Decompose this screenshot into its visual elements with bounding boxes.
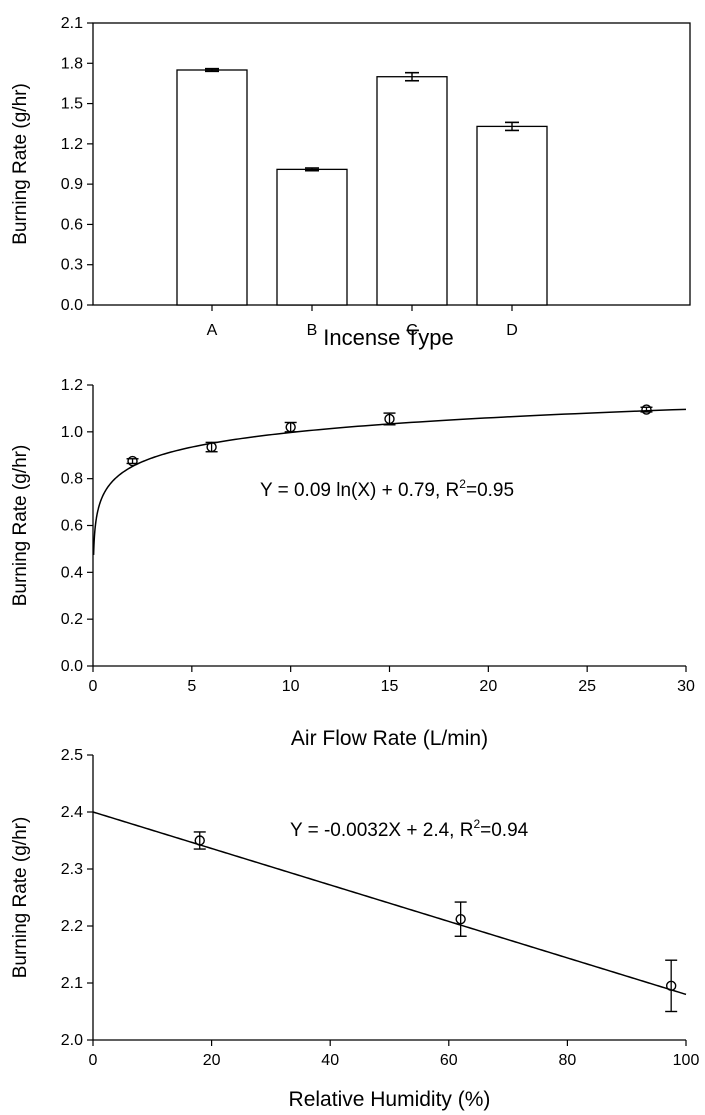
x-tick-label: D [506,322,518,339]
y-tick-label: 0.6 [61,518,83,535]
y-axis-label: Burning Rate (g/hr) [10,817,31,979]
fit-equation-tail: =0.95 [466,480,514,501]
x-tick-label: C [406,322,418,339]
x-tick-label: 20 [479,678,497,695]
y-tick-label: 1.2 [61,136,83,153]
data-point [665,980,677,992]
data-point [206,441,217,453]
x-tick-label: 25 [578,678,596,695]
y-tick-label: 2.3 [61,861,83,878]
panel-relative-humidity: 2.0 2.1 2.2 2.3 2.4 2.5 0 20 40 60 80 100 Y = -0.003… [10,747,699,1111]
bar [176,69,248,306]
x-axis-label: Incense Type [323,325,453,350]
y-axis-label: Burning Rate (g/hr) [10,83,31,245]
x-tick-label: 15 [381,678,399,695]
y-tick-label: 2.0 [61,1032,83,1049]
y-tick-label: 0.9 [61,176,83,193]
data-point [285,421,296,433]
x-tick-label: 10 [282,678,300,695]
fit-equation-main: Y = 0.09 ln(X) + 0.79, R [260,480,459,501]
y-tick-label: 0.0 [61,297,83,314]
x-tick-label: 0 [89,1052,98,1069]
fit-equation-main: Y = -0.0032X + 2.4, R [290,820,473,841]
x-tick-label: 40 [321,1052,339,1069]
y-tick-label: 0.3 [61,257,83,274]
y-tick-label: 0.4 [61,564,83,581]
data-point [455,913,466,925]
x-tick-label: B [307,322,318,339]
bar [276,168,348,306]
y-tick-label: 0.0 [61,658,83,675]
x-tick-label: 5 [187,678,196,695]
fit-equation: Y = 0.09 ln(X) + 0.79, R2=0.95 [260,477,514,501]
x-tick-label: 0 [89,678,98,695]
fit-equation-tail: =0.94 [480,820,529,841]
x-axis-label: Air Flow Rate (L/min) [291,727,488,750]
fit-line [92,811,687,996]
y-tick-label: 2.1 [61,975,83,992]
y-tick-label: 0.6 [61,216,83,233]
bar [376,76,448,306]
y-tick-label: 1.8 [61,55,83,72]
fit-equation-superscript: 2 [473,817,480,831]
y-tick-label: 2.4 [61,804,83,821]
panel-incense-type: 0.0 0.3 0.6 0.9 1.2 1.5 1.8 2.1 A B C D Incense Type… [10,15,691,350]
y-tick-label: 0.2 [61,611,83,628]
x-tick-label: 100 [673,1052,700,1069]
y-tick-label: 1.2 [61,377,83,394]
fit-line [92,408,687,555]
y-tick-label: 2.5 [61,747,83,764]
fit-equation: Y = -0.0032X + 2.4, R2=0.94 [290,817,529,841]
x-tick-label: A [207,322,218,339]
x-tick-label: 80 [559,1052,577,1069]
data-point [384,413,395,425]
x-tick-label: 20 [203,1052,221,1069]
panel-air-flow-rate: 0.0 0.2 0.4 0.6 0.8 1.0 1.2 0 5 10 15 20 25 30 Y = 0.0… [10,377,695,750]
y-tick-label: 1.5 [61,96,83,113]
x-tick-label: 30 [677,678,695,695]
data-point [127,455,138,467]
y-axis-label: Burning Rate (g/hr) [10,445,31,607]
bar [476,125,548,306]
fit-equation-superscript: 2 [459,477,466,491]
y-tick-label: 2.1 [61,15,83,32]
y-tick-label: 1.0 [61,424,83,441]
y-tick-label: 0.8 [61,471,83,488]
x-tick-label: 60 [440,1052,458,1069]
x-axis-label: Relative Humidity (%) [289,1088,491,1111]
y-tick-label: 2.2 [61,918,83,935]
data-point [641,404,652,415]
data-point [194,835,205,846]
